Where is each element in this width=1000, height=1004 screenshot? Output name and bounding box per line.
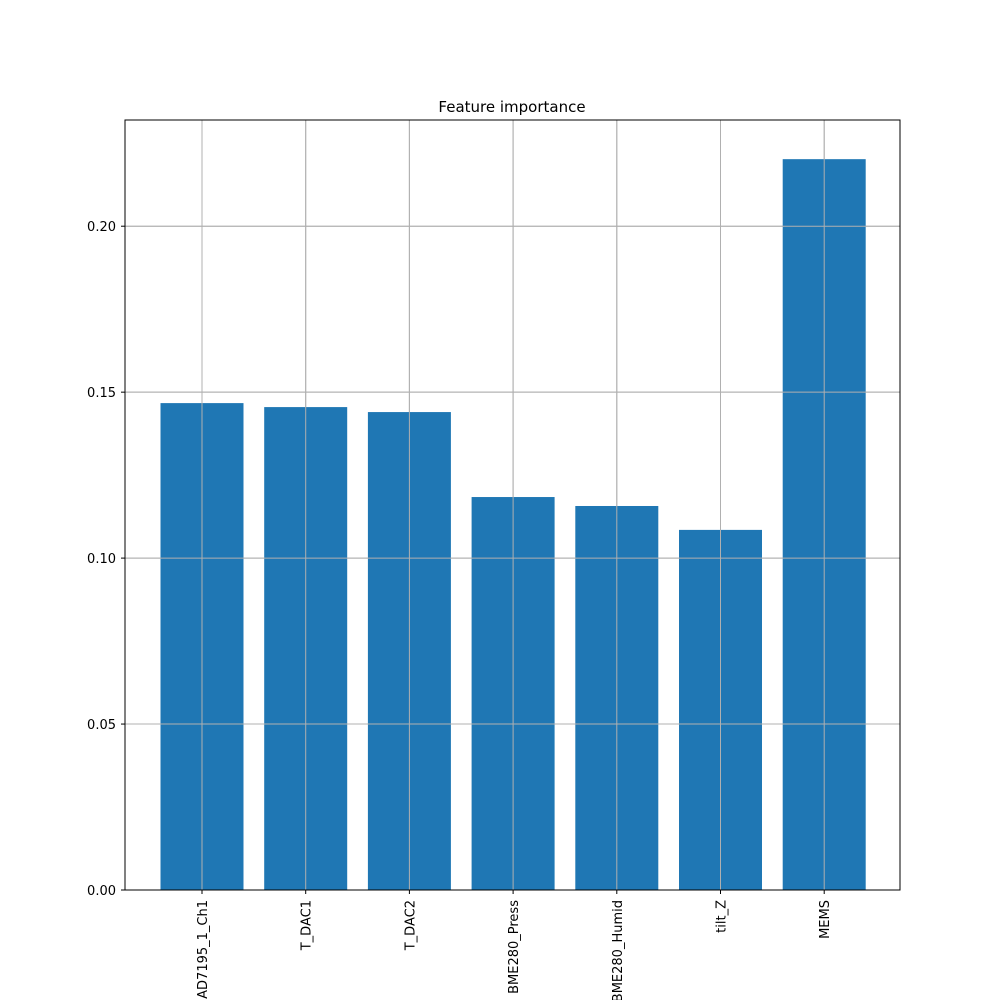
bar-layer <box>125 120 900 891</box>
chart-title: Feature importance <box>438 98 585 116</box>
x-tick-label: BME280_Humid <box>611 900 626 1000</box>
x-tick-label: BME280_Press <box>507 900 522 994</box>
x-tick-label: T_DAC2 <box>403 900 418 951</box>
x-tick-label: tilt_Z <box>715 900 730 933</box>
y-tick-label: 0.15 <box>87 386 116 401</box>
x-tick-label: T_DAC1 <box>300 900 315 951</box>
y-tick-label: 0.00 <box>87 884 116 899</box>
x-tick-label: AD7195_1_Ch1 <box>196 900 211 999</box>
y-tick-label: 0.10 <box>87 552 116 567</box>
axis-layer: 0.00 0.05 0.10 0.15 0.20 AD7195_1_Ch1 T_DAC1 T_… <box>87 119 901 1002</box>
plot-frame <box>124 119 901 891</box>
y-tick-label: 0.20 <box>87 220 116 235</box>
x-tick-label: MEMS <box>818 900 833 939</box>
y-tick-label: 0.05 <box>87 718 116 733</box>
